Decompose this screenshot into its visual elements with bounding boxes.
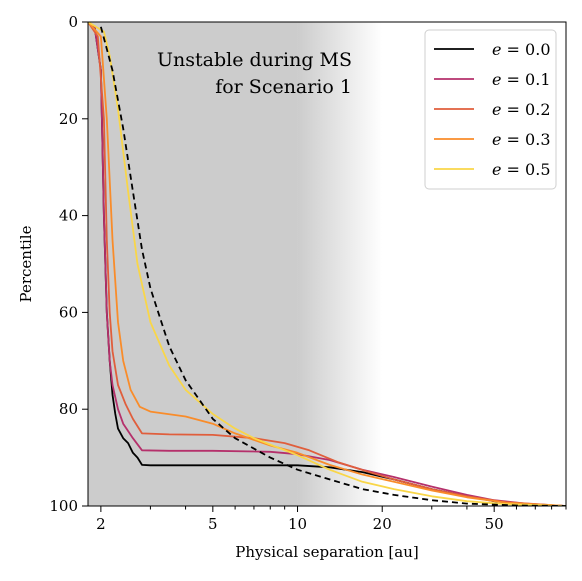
y-tick-label-4: 80 <box>59 400 78 418</box>
legend-label-3: e = 0.3 <box>492 130 551 149</box>
unstable-shaded-region <box>88 22 383 506</box>
legend-label-2: e = 0.2 <box>492 100 551 119</box>
series-line-1 <box>88 22 566 506</box>
legend-label-1: e = 0.1 <box>492 70 551 89</box>
series-lines <box>88 22 566 506</box>
y-tick-label-0: 0 <box>68 13 78 31</box>
x-tick-label-4: 50 <box>485 515 504 533</box>
x-tick-label-3: 20 <box>373 515 392 533</box>
axis-ticks: 2 5 10 20 50 0 20 40 60 80 100 <box>49 13 567 533</box>
annotation-line-1: Unstable during MS <box>157 49 352 71</box>
legend-label-0: e = 0.0 <box>492 40 551 59</box>
series-line-2 <box>88 22 566 506</box>
legend-box <box>424 29 557 190</box>
legend-value-4: = 0.5 <box>501 160 550 179</box>
legend-value-2: = 0.2 <box>501 100 550 119</box>
series-line-5 <box>100 26 566 506</box>
y-tick-label-1: 20 <box>59 110 78 128</box>
y-axis-label: Percentile <box>17 225 35 302</box>
x-tick-label-0: 2 <box>96 515 106 533</box>
y-tick-label-2: 40 <box>59 207 78 225</box>
legend: e = 0.0e = 0.1e = 0.2e = 0.3e = 0.5 <box>424 29 557 190</box>
x-tick-label-1: 5 <box>208 515 218 533</box>
legend-value-3: = 0.3 <box>501 130 550 149</box>
legend-value-0: = 0.0 <box>501 40 550 59</box>
legend-var-1: e <box>492 70 501 89</box>
shaded-fade <box>297 22 383 506</box>
annotation-line-2: for Scenario 1 <box>215 76 352 98</box>
plot-frame <box>87 21 567 507</box>
legend-value-1: = 0.1 <box>501 70 550 89</box>
x-axis-label: Physical separation [au] <box>235 543 418 561</box>
legend-var-0: e <box>492 40 501 59</box>
legend-var-3: e <box>492 130 501 149</box>
legend-label-4: e = 0.5 <box>492 160 551 179</box>
series-line-3 <box>88 22 566 506</box>
legend-var-2: e <box>492 100 501 119</box>
series-line-4 <box>88 22 566 506</box>
shaded-solid <box>88 22 298 506</box>
x-tick-label-2: 10 <box>288 515 307 533</box>
legend-var-4: e <box>492 160 501 179</box>
y-tick-label-5: 100 <box>49 497 78 515</box>
y-tick-label-3: 60 <box>59 303 78 321</box>
